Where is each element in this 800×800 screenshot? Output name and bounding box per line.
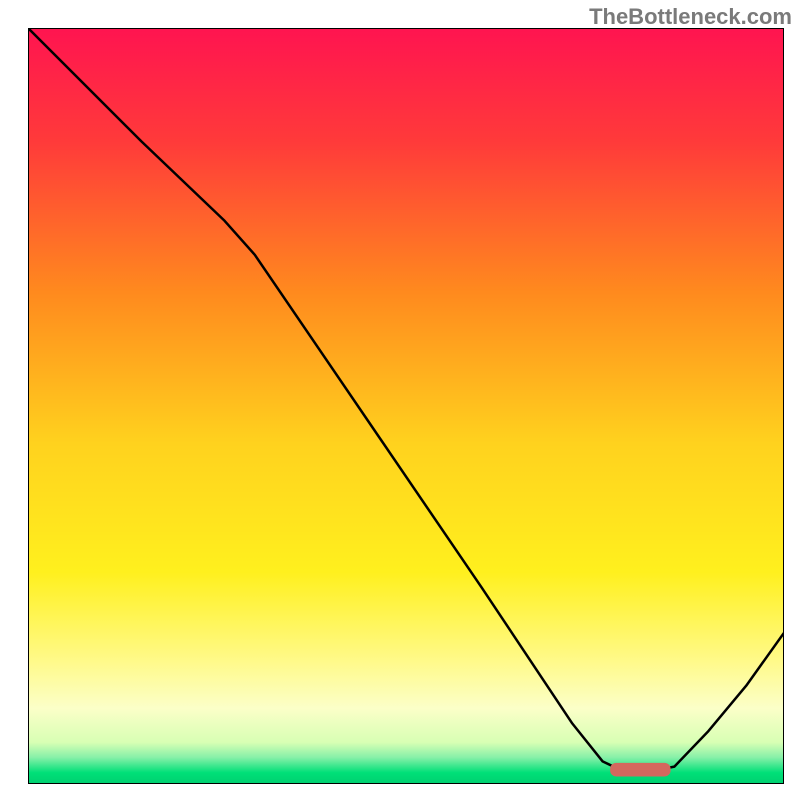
plot-svg [28, 28, 784, 784]
optimal-marker [610, 763, 670, 777]
plot-frame [28, 28, 784, 784]
chart-container: TheBottleneck.com [0, 0, 800, 800]
watermark-text: TheBottleneck.com [589, 4, 792, 30]
